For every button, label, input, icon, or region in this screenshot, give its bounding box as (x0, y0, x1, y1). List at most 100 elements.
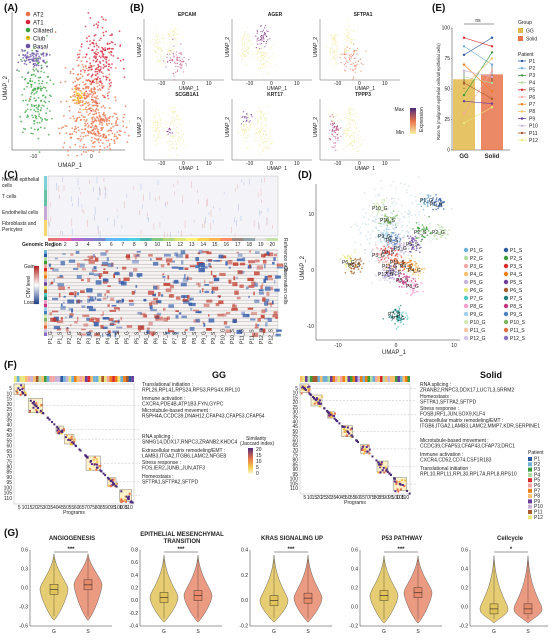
cnv-cell (101, 261, 109, 266)
cnv-cell (245, 286, 249, 290)
at2-point (101, 119, 104, 122)
diagonal-cell (100, 470, 103, 473)
basal-point (35, 64, 38, 67)
patient-legend-label-p3: P3 (529, 73, 535, 79)
expr-point (246, 134, 249, 136)
expr-point (172, 38, 174, 41)
umap-point (419, 200, 422, 203)
expr-point (167, 141, 169, 143)
cnv-cell (160, 294, 164, 297)
expression-min: Min (396, 130, 404, 136)
cnv-cell (150, 258, 152, 261)
chromosome-segment (174, 238, 186, 241)
patient-line-p10 (463, 70, 493, 78)
at2-point (108, 51, 111, 54)
expr-point (257, 133, 259, 135)
umap-point (384, 209, 387, 211)
cnv-cell (206, 299, 213, 303)
cnv-cell (248, 295, 250, 299)
panel-e-significance: ns (475, 18, 481, 24)
expr-point (169, 123, 172, 126)
cnv-cell (114, 271, 119, 275)
expr-point (153, 43, 155, 46)
solid-program-title: Translational initiation : (420, 466, 471, 472)
umap-point (378, 194, 380, 197)
expr-point (261, 58, 263, 60)
umap-point (375, 226, 377, 229)
panel-e-ylabel: Ratio % (malignant epithelial cells/all … (436, 43, 441, 140)
ref-group-label: cells (2, 183, 13, 189)
at1-point (109, 34, 112, 37)
umap-point (431, 203, 433, 205)
umap-point (398, 269, 400, 271)
ciliated-point (35, 106, 38, 109)
at1-point (99, 50, 102, 53)
expr-point (348, 119, 351, 121)
sample-color-bar (44, 325, 47, 329)
cnv-cell (185, 254, 189, 259)
umap-point (382, 236, 385, 239)
program-xtick: 35 (48, 505, 54, 511)
panel-label-b: (B) (130, 3, 144, 14)
expr-point (168, 31, 171, 33)
umap-point (418, 247, 421, 249)
at2-point (82, 145, 85, 148)
at1-point (101, 26, 104, 29)
patient-legend-label-p5: P5 (529, 88, 535, 94)
reference-cell (99, 186, 100, 191)
expr-point (185, 62, 187, 64)
program-ytick: 60 (292, 438, 298, 444)
umap-point (395, 246, 397, 248)
reference-cell (116, 208, 118, 212)
umap-point (364, 235, 367, 237)
patient-point-solid-p11 (490, 97, 494, 100)
expr-point (156, 142, 158, 145)
umap-point (383, 261, 386, 264)
expr-point (260, 34, 263, 37)
cluster-label-p10_s: P10_S (380, 218, 396, 224)
umap-point (377, 259, 380, 261)
expr-point (266, 61, 268, 63)
at1-point (98, 60, 101, 63)
cnv-cell (250, 311, 258, 316)
basal-point (22, 53, 25, 56)
cnv-cell (75, 250, 80, 254)
cnv-cell (126, 325, 133, 328)
ciliated-point (23, 78, 26, 81)
expr-point (171, 119, 174, 121)
basal-point (26, 72, 29, 75)
expr-point (343, 131, 345, 133)
patient-annotation-cell (131, 376, 134, 382)
umap-point (443, 200, 446, 203)
basal-point (35, 53, 38, 55)
expr-point (170, 44, 173, 46)
umap-point (406, 225, 408, 227)
expr-point (156, 120, 158, 122)
umap-point (409, 260, 412, 263)
expr-point (256, 128, 258, 130)
diagonal-cell (131, 501, 134, 504)
expr-point (264, 25, 267, 27)
program-xtick: 15 (312, 495, 318, 501)
umap-point (421, 228, 423, 231)
expr-point (270, 140, 272, 142)
basal-point (33, 64, 36, 67)
gg-program-title: RNA splicing : (142, 434, 173, 440)
expr-point (258, 152, 260, 154)
umap-point (400, 213, 403, 215)
at2-point (75, 120, 78, 123)
umap-point (415, 265, 418, 268)
umap-point (398, 285, 401, 288)
at2-point (68, 133, 71, 135)
umap-point (388, 252, 391, 254)
umap-point (379, 234, 382, 237)
at1-point (105, 65, 108, 67)
basal-point (17, 61, 20, 64)
expr-point (362, 140, 364, 142)
expr-point (262, 51, 264, 53)
at2-point (63, 142, 66, 144)
program-ytick: 50 (6, 433, 12, 439)
cnv-cell (114, 320, 120, 323)
cnv-cell (101, 333, 104, 338)
ciliated-point (32, 116, 34, 119)
